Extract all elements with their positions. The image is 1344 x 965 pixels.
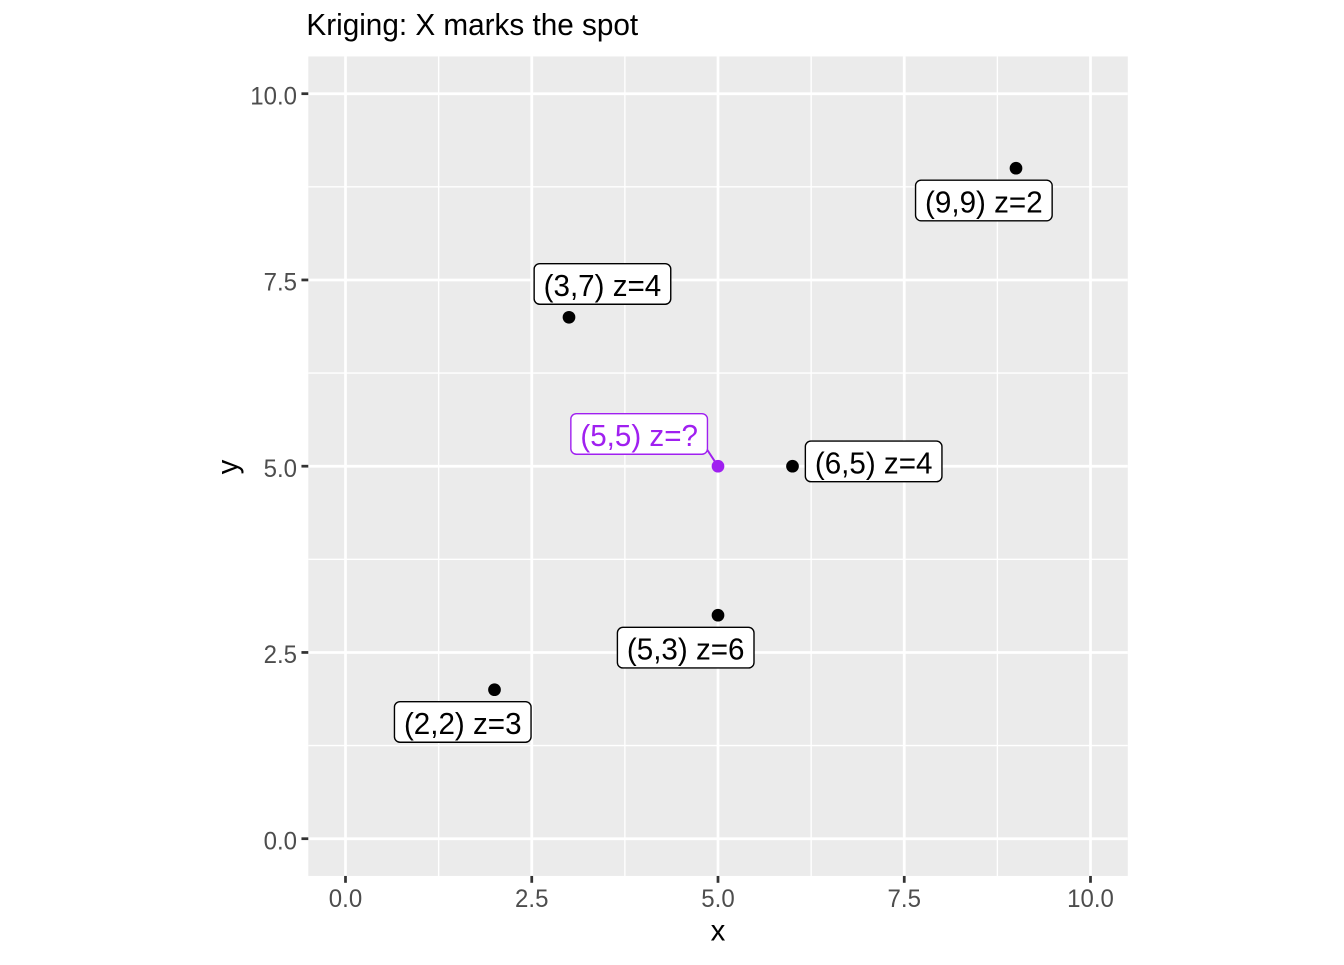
svg-text:2.5: 2.5 [515, 885, 548, 913]
svg-text:(5,5) z=?: (5,5) z=? [580, 418, 698, 453]
svg-text:x: x [711, 915, 726, 948]
svg-text:(3,7) z=4: (3,7) z=4 [544, 268, 662, 303]
svg-text:(9,9) z=2: (9,9) z=2 [925, 184, 1043, 219]
svg-text:7.5: 7.5 [888, 885, 921, 913]
svg-text:Kriging: X marks the spot: Kriging: X marks the spot [306, 7, 638, 42]
svg-text:0.0: 0.0 [264, 827, 297, 855]
svg-text:0.0: 0.0 [329, 885, 362, 913]
svg-text:y: y [211, 459, 244, 474]
svg-text:(2,2) z=3: (2,2) z=3 [404, 706, 522, 741]
svg-text:(6,5) z=4: (6,5) z=4 [815, 445, 933, 480]
svg-text:7.5: 7.5 [264, 269, 297, 297]
svg-text:2.5: 2.5 [264, 641, 297, 669]
svg-text:10.0: 10.0 [1067, 885, 1114, 913]
svg-text:(5,3) z=6: (5,3) z=6 [627, 632, 745, 667]
svg-text:5.0: 5.0 [701, 885, 734, 913]
svg-text:10.0: 10.0 [250, 82, 297, 110]
svg-text:5.0: 5.0 [264, 455, 297, 483]
